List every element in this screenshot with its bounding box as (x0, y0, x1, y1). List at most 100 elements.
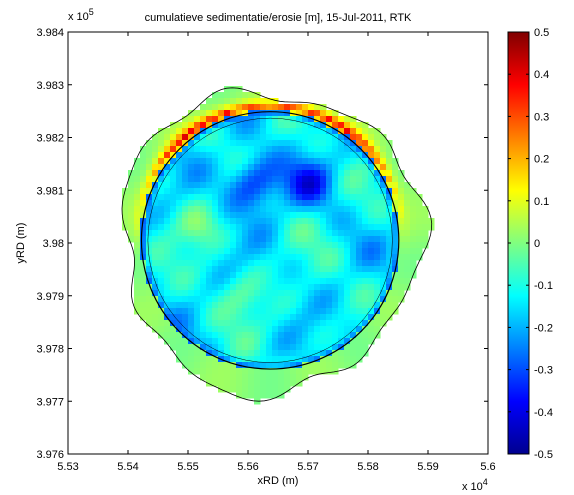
field-cell (140, 308, 147, 315)
field-cell (332, 152, 339, 159)
field-cell (200, 146, 207, 153)
field-cell (224, 290, 231, 297)
field-cell (278, 326, 285, 333)
field-cell (296, 200, 303, 207)
field-cell (416, 218, 423, 225)
field-cell (344, 152, 351, 159)
field-cell (236, 242, 243, 249)
field-cell (266, 368, 273, 375)
field-cell (326, 242, 333, 249)
field-cell (368, 182, 375, 189)
field-cell (296, 182, 303, 189)
field-cell (188, 134, 195, 141)
field-cell (326, 206, 333, 213)
field-cell (320, 368, 327, 375)
field-cell (266, 254, 273, 261)
field-cell (290, 284, 297, 291)
field-cell (170, 206, 177, 213)
field-cell (254, 206, 261, 213)
contour-line (147, 117, 393, 363)
field-cell (332, 110, 339, 117)
field-cell (158, 134, 165, 141)
field-cell (260, 170, 267, 177)
field-cell (386, 212, 393, 219)
field-cell (398, 182, 405, 189)
field-cell (224, 254, 231, 261)
field-cell (290, 170, 297, 177)
field-cell (326, 200, 333, 207)
field-cell (362, 320, 369, 327)
field-cell (344, 128, 351, 135)
field-cell (176, 122, 183, 129)
field-cell (404, 242, 411, 249)
field-cell (158, 176, 165, 183)
field-cell (308, 368, 315, 375)
field-cell (266, 218, 273, 225)
field-cell (236, 314, 243, 321)
field-cell (266, 134, 273, 141)
field-cell (266, 176, 273, 183)
field-cell (362, 254, 369, 261)
field-cell (200, 374, 207, 381)
field-cell (206, 182, 213, 189)
field-cell (290, 188, 297, 195)
field-cell (410, 230, 417, 237)
field-cell (254, 188, 261, 195)
field-cell (344, 194, 351, 201)
field-cell (248, 200, 255, 207)
field-cell (374, 302, 381, 309)
field-cell (134, 290, 141, 297)
field-cell (296, 176, 303, 183)
field-cell (266, 224, 273, 231)
field-cell (164, 242, 171, 249)
field-cell (356, 212, 363, 219)
field-cell (338, 278, 345, 285)
field-cell (182, 266, 189, 273)
field-cell (260, 230, 267, 237)
field-cell (350, 182, 357, 189)
field-cell (236, 200, 243, 207)
field-cell (278, 104, 285, 111)
field-cell (398, 176, 405, 183)
field-cell (392, 260, 399, 267)
field-cell (266, 212, 273, 219)
field-cell (200, 242, 207, 249)
field-cell (284, 206, 291, 213)
field-cell (332, 368, 339, 375)
field-cell (158, 296, 165, 303)
field-cell (230, 332, 237, 339)
field-cell (176, 356, 183, 363)
field-cell (134, 194, 141, 201)
field-cell (368, 296, 375, 303)
field-cell (284, 314, 291, 321)
field-cell (224, 284, 231, 291)
field-cell (260, 218, 267, 225)
field-cell (152, 230, 159, 237)
field-cell (278, 242, 285, 249)
field-cell (236, 308, 243, 315)
field-cell (254, 356, 261, 363)
field-cell (380, 230, 387, 237)
field-cell (212, 290, 219, 297)
field-cell (230, 368, 237, 375)
field-cell (314, 188, 321, 195)
field-cell (266, 98, 273, 105)
field-cell (152, 284, 159, 291)
field-cell (302, 254, 309, 261)
field-cell (350, 164, 357, 171)
field-cell (368, 200, 375, 207)
field-cell (284, 290, 291, 297)
field-cell (254, 116, 261, 123)
field-cell (356, 176, 363, 183)
field-cell (224, 110, 231, 117)
field-cell (212, 194, 219, 201)
field-cell (128, 188, 135, 195)
field-cell (266, 200, 273, 207)
field-cell (218, 140, 225, 147)
field-cell (260, 248, 267, 255)
field-cell (392, 164, 399, 171)
field-cell (386, 152, 393, 159)
field-cell (158, 320, 165, 327)
field-cell (164, 236, 171, 243)
field-cell (194, 236, 201, 243)
